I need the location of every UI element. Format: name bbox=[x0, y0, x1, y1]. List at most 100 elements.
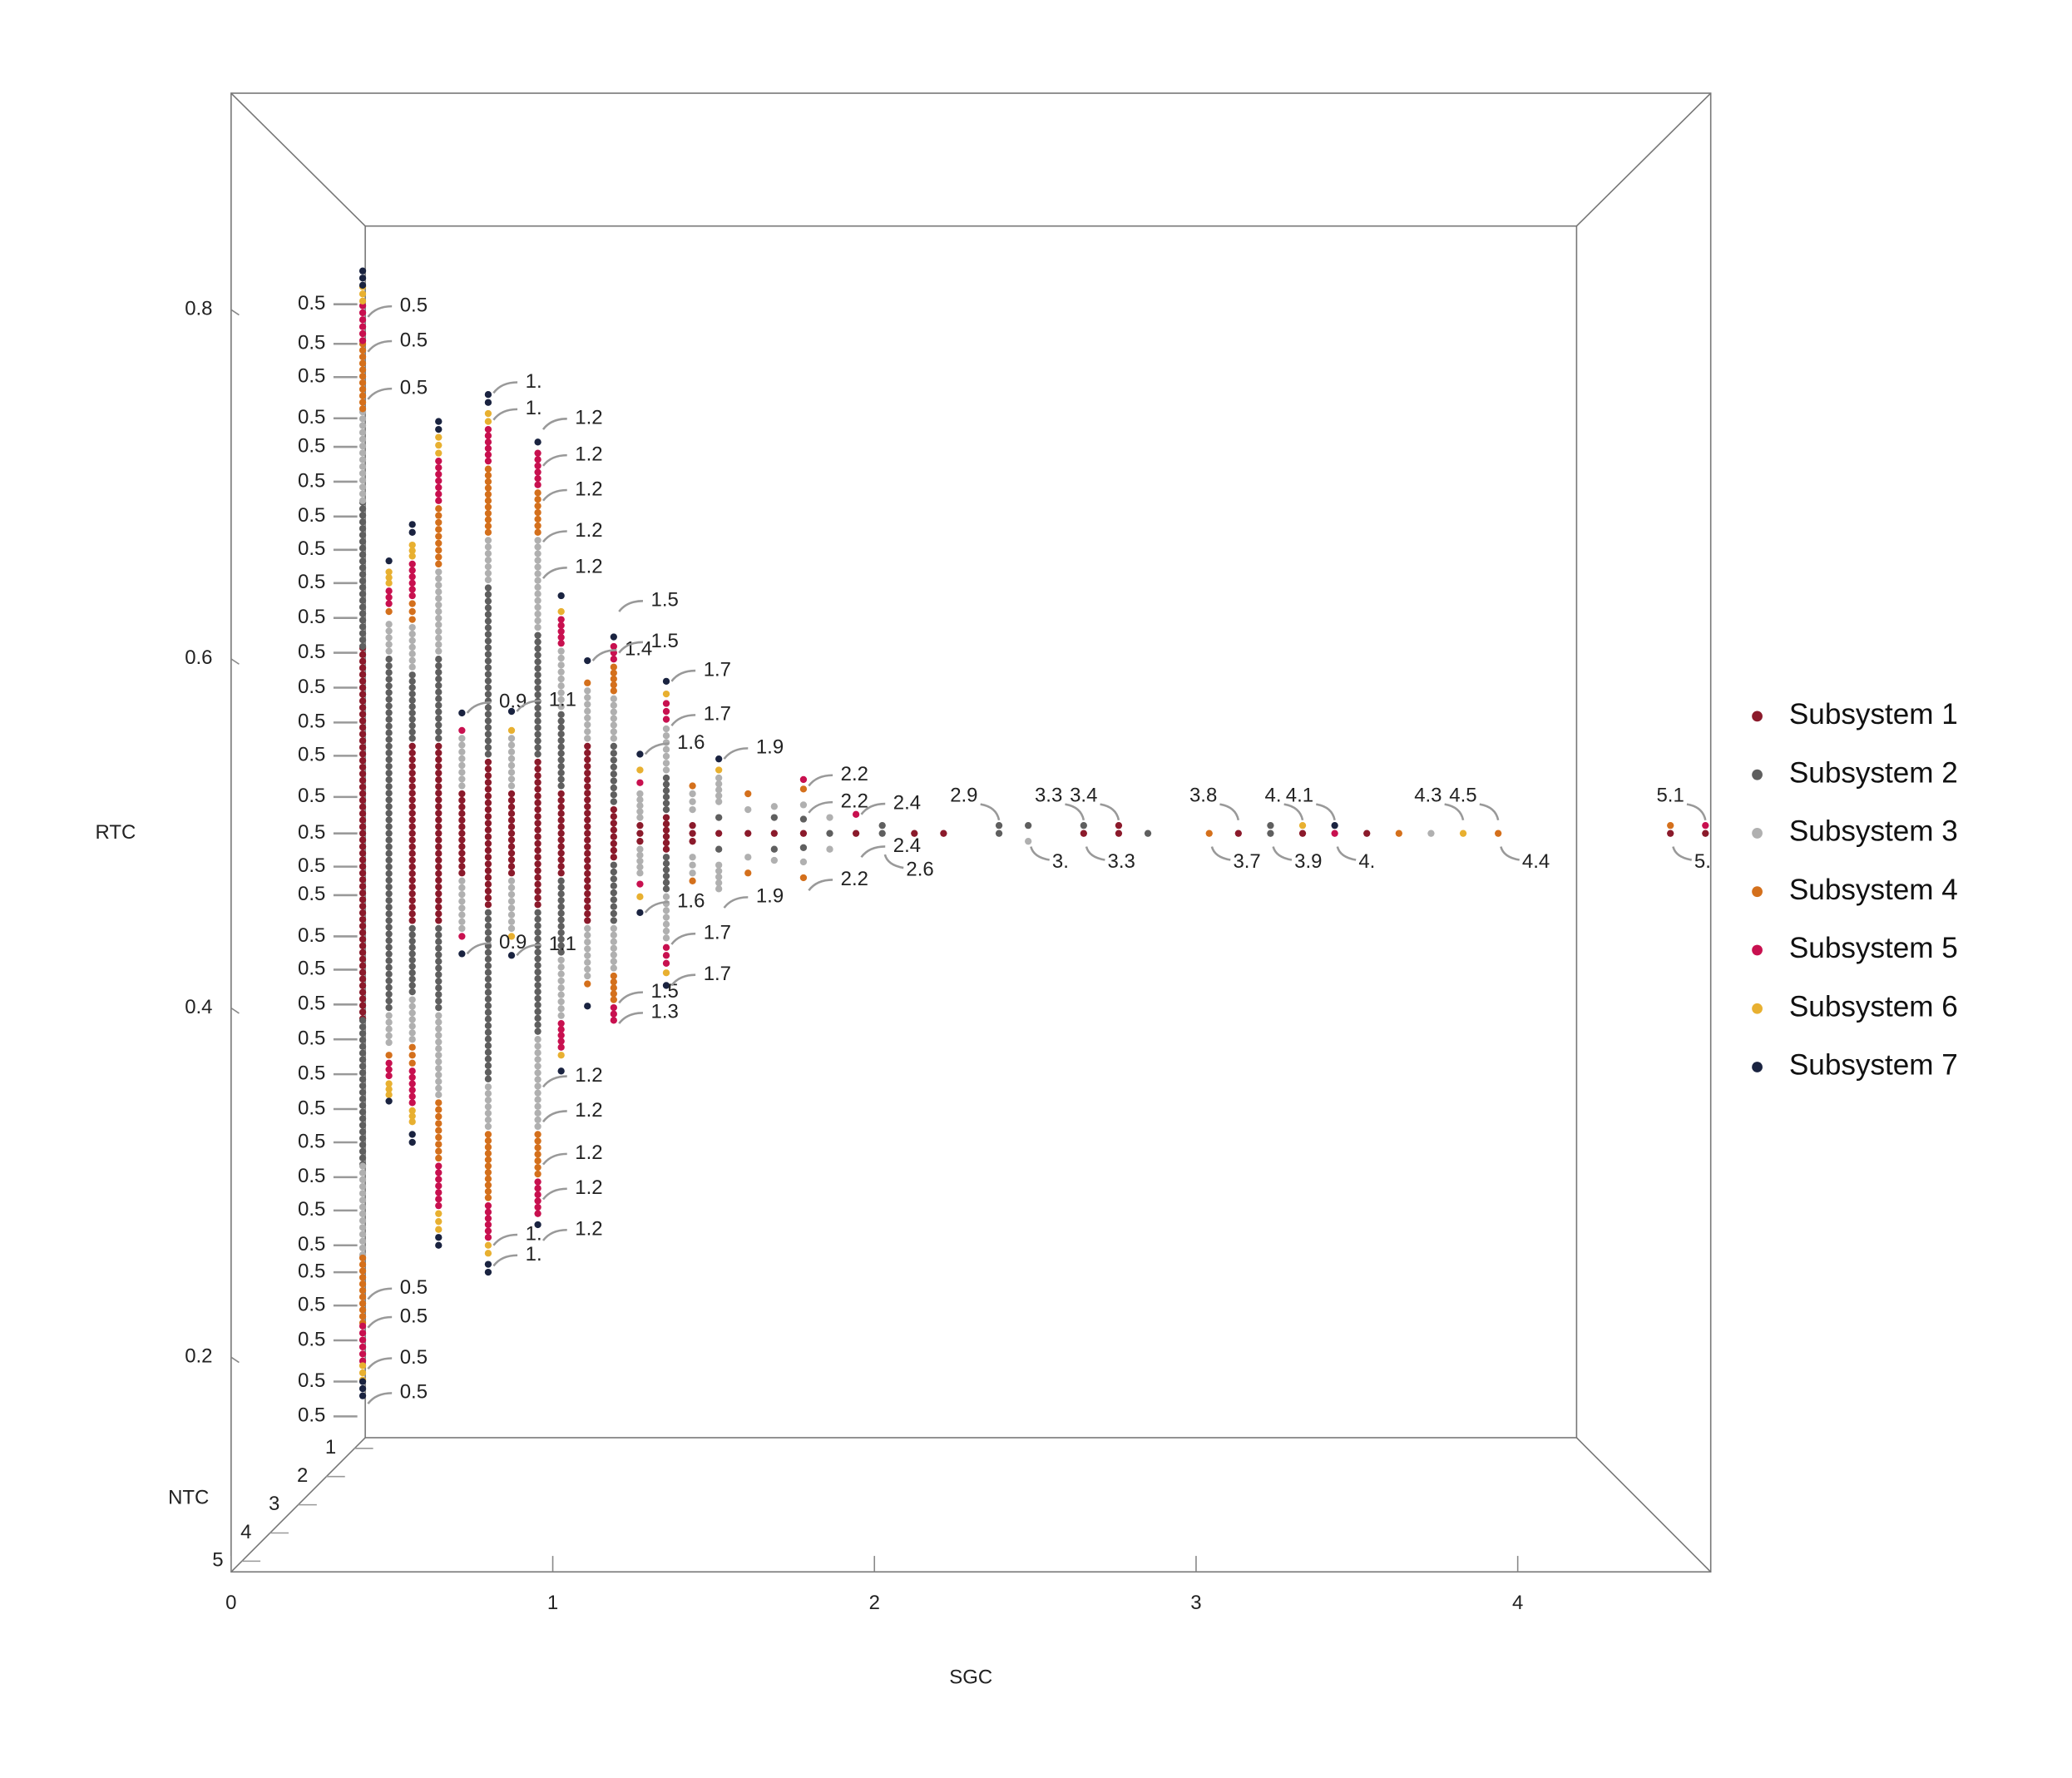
point bbox=[359, 1217, 367, 1225]
point bbox=[1667, 830, 1674, 837]
point bbox=[408, 975, 416, 983]
point bbox=[408, 755, 416, 764]
point bbox=[534, 1122, 541, 1131]
point bbox=[662, 732, 670, 740]
point bbox=[484, 948, 492, 957]
point bbox=[484, 550, 492, 557]
point bbox=[610, 938, 617, 945]
point bbox=[534, 617, 541, 625]
point bbox=[636, 909, 644, 917]
point bbox=[359, 366, 367, 374]
point bbox=[610, 820, 617, 827]
point bbox=[359, 1274, 367, 1281]
leader-line bbox=[1686, 803, 1707, 821]
point bbox=[799, 815, 808, 823]
point bbox=[484, 909, 492, 917]
point bbox=[557, 956, 565, 964]
point-label: 1.1 bbox=[549, 689, 576, 711]
point bbox=[408, 849, 416, 857]
point bbox=[435, 470, 443, 478]
point bbox=[359, 883, 367, 890]
point-label: 1.2 bbox=[575, 1064, 602, 1087]
point-label: 1.2 bbox=[575, 1176, 602, 1199]
point bbox=[385, 627, 393, 635]
point bbox=[534, 737, 541, 745]
point bbox=[435, 984, 443, 992]
point bbox=[770, 845, 778, 853]
point bbox=[557, 963, 565, 971]
point bbox=[408, 703, 416, 711]
point bbox=[484, 604, 492, 612]
point bbox=[484, 820, 492, 827]
point bbox=[484, 611, 492, 618]
point bbox=[385, 662, 393, 670]
point bbox=[484, 444, 492, 453]
point bbox=[359, 651, 367, 658]
point bbox=[534, 1163, 541, 1171]
point bbox=[435, 518, 443, 527]
point-label: 1.9 bbox=[756, 736, 784, 759]
point bbox=[484, 805, 492, 814]
point-label: 1. bbox=[526, 370, 542, 393]
point bbox=[534, 826, 541, 834]
point bbox=[435, 749, 443, 757]
point-label: 0.5 bbox=[400, 329, 428, 351]
point bbox=[359, 590, 367, 598]
point bbox=[435, 1077, 443, 1086]
leader-line bbox=[541, 1187, 567, 1201]
point bbox=[385, 729, 393, 736]
point bbox=[359, 1029, 367, 1038]
point bbox=[826, 814, 833, 821]
point-label: 0.5 bbox=[298, 606, 325, 628]
series bbox=[359, 408, 1435, 1259]
point bbox=[715, 766, 723, 774]
point bbox=[534, 717, 541, 725]
point bbox=[385, 849, 393, 857]
point bbox=[484, 1048, 492, 1056]
legend-marker bbox=[1752, 1062, 1763, 1072]
point bbox=[744, 854, 752, 861]
point bbox=[534, 962, 541, 969]
point bbox=[408, 796, 416, 804]
point bbox=[385, 917, 393, 924]
point bbox=[1234, 830, 1242, 837]
point bbox=[484, 438, 492, 446]
point bbox=[534, 1021, 541, 1028]
point bbox=[610, 656, 617, 663]
point bbox=[435, 951, 443, 958]
point-label: 1.7 bbox=[704, 963, 731, 985]
point bbox=[557, 607, 565, 616]
point-label: 0.5 bbox=[298, 854, 325, 877]
point bbox=[435, 917, 443, 924]
point bbox=[484, 744, 492, 751]
point bbox=[435, 1012, 443, 1019]
legend-marker bbox=[1752, 711, 1763, 722]
point-label: 0.5 bbox=[298, 1062, 325, 1084]
point bbox=[507, 898, 516, 905]
point bbox=[584, 762, 591, 770]
point bbox=[435, 627, 443, 636]
point-label: 2.9 bbox=[950, 784, 977, 806]
point bbox=[507, 755, 516, 763]
point bbox=[610, 805, 617, 814]
point bbox=[359, 1122, 367, 1129]
point bbox=[534, 1151, 541, 1158]
point bbox=[359, 449, 367, 457]
point bbox=[507, 823, 516, 830]
point bbox=[662, 820, 670, 828]
point bbox=[359, 577, 367, 585]
point bbox=[359, 512, 367, 519]
point bbox=[385, 823, 393, 830]
point bbox=[359, 1369, 367, 1377]
point bbox=[744, 805, 752, 814]
point bbox=[584, 869, 591, 878]
point bbox=[534, 597, 541, 605]
point bbox=[359, 909, 367, 917]
point bbox=[385, 669, 393, 676]
point bbox=[359, 1162, 367, 1170]
point bbox=[610, 826, 617, 834]
point bbox=[408, 762, 416, 770]
y-tick-label: 0.2 bbox=[185, 1345, 212, 1367]
point bbox=[534, 665, 541, 672]
